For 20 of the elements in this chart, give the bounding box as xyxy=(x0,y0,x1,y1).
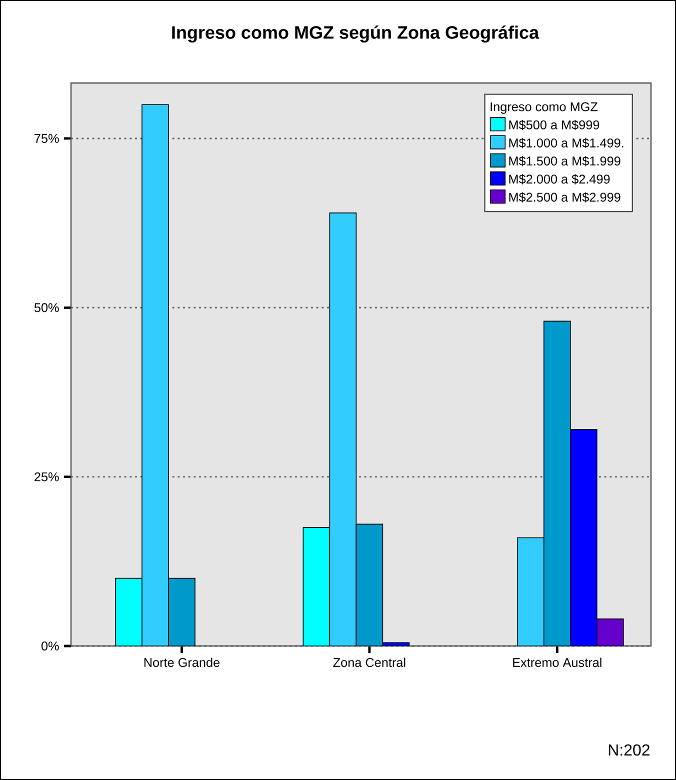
x-tick-label: Zona Central xyxy=(333,658,406,668)
y-tick-label: 50% xyxy=(34,303,59,312)
x-tick-label: Extremo Austral xyxy=(513,658,602,668)
legend-label: M$1.500 a M$1.999 xyxy=(509,156,620,166)
y-tick-label: 75% xyxy=(34,134,59,143)
bar xyxy=(302,527,330,646)
y-tick-label: 0% xyxy=(41,642,59,650)
chart-title: Ingreso como MGZ según Zona Geográfica xyxy=(172,25,540,42)
legend-label: M$1.000 a M$1.499. xyxy=(509,138,624,148)
bar xyxy=(329,212,357,646)
bar xyxy=(516,537,544,646)
bar xyxy=(115,578,142,646)
text: N:202 xyxy=(608,744,650,756)
legend-label: M$500 a M$999 xyxy=(509,120,600,130)
legend-label: M$2.500 a M$2.999 xyxy=(509,192,620,202)
y-tick-label: 25% xyxy=(34,472,59,482)
legend-title: Ingreso como MGZ xyxy=(490,102,598,114)
legend-label: M$2.000 a $2.499 xyxy=(509,174,610,184)
x-tick-label: Norte Grande xyxy=(144,658,220,668)
bar xyxy=(142,104,169,646)
